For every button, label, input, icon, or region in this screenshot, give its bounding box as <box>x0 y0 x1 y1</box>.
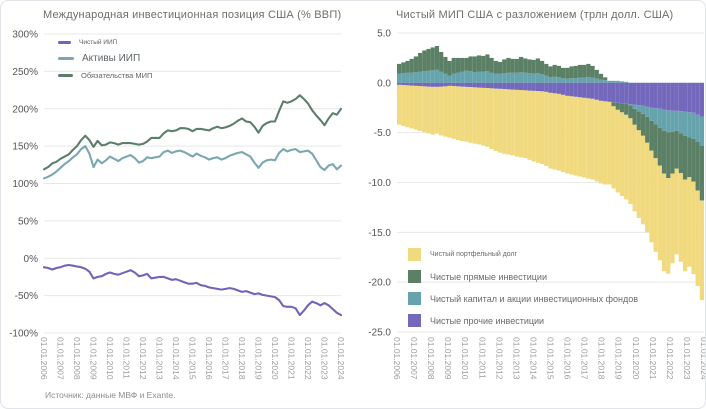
legend-label: Активы ИИП <box>82 53 141 64</box>
svg-text:250%: 250% <box>12 67 38 78</box>
svg-text:01.01.2013: 01.01.2013 <box>511 337 521 380</box>
left-chart-legend: Чистый ИИП Активы ИИП Обязательства МИП <box>58 39 152 80</box>
svg-text:01.01.2006: 01.01.2006 <box>39 337 49 380</box>
svg-text:-100%: -100% <box>9 329 38 340</box>
line-series-1 <box>42 145 343 180</box>
svg-text:01.01.2013: 01.01.2013 <box>155 337 165 380</box>
legend-item-equity-funds: Чистый капитал и акции инвестиционных фо… <box>408 292 638 305</box>
legend-label: Чистые прочие инвестиции <box>430 315 545 326</box>
svg-text:01.01.2006: 01.01.2006 <box>392 337 402 380</box>
svg-text:01.01.2010: 01.01.2010 <box>105 337 115 380</box>
svg-text:-50%: -50% <box>15 291 38 302</box>
legend-label: Чистый портфельный долг <box>430 251 518 258</box>
svg-text:-20.0: -20.0 <box>368 278 391 289</box>
legend-label: Чистый капитал и акции инвестиционных фо… <box>430 293 638 304</box>
legend-item-mip-liabilities: Обязательства МИП <box>58 71 152 80</box>
svg-text:01.01.2015: 01.01.2015 <box>546 337 556 380</box>
bar-series-1 <box>397 45 704 201</box>
svg-text:01.01.2015: 01.01.2015 <box>188 337 198 380</box>
svg-text:01.01.2024: 01.01.2024 <box>699 337 706 380</box>
right-chart-legend: Чистый портфельный долг Чистые прямые ин… <box>408 248 638 327</box>
svg-text:01.01.2021: 01.01.2021 <box>287 337 297 380</box>
svg-text:300%: 300% <box>12 30 38 41</box>
svg-text:01.01.2020: 01.01.2020 <box>631 337 641 380</box>
line-series-0 <box>42 263 343 317</box>
svg-text:01.01.2010: 01.01.2010 <box>460 337 470 380</box>
mip-liabilities-line-swatch <box>58 74 73 77</box>
svg-text:01.01.2022: 01.01.2022 <box>303 337 313 380</box>
net-iip-line-swatch <box>58 41 71 44</box>
svg-text:5.0: 5.0 <box>377 29 391 40</box>
svg-text:01.01.2023: 01.01.2023 <box>682 337 692 380</box>
svg-text:150%: 150% <box>12 142 38 153</box>
svg-text:01.01.2018: 01.01.2018 <box>237 337 247 380</box>
svg-text:01.01.2021: 01.01.2021 <box>648 337 658 380</box>
legend-label: Обязательства МИП <box>81 71 153 80</box>
svg-text:01.01.2018: 01.01.2018 <box>597 337 607 380</box>
y-tick-labels: 5.0 0.0 -5.0 -10.0 -15.0 -20.0 -25.0 <box>368 29 391 339</box>
equity-funds-swatch <box>408 292 421 305</box>
svg-text:01.01.2012: 01.01.2012 <box>138 337 148 380</box>
svg-text:01.01.2016: 01.01.2016 <box>204 337 214 380</box>
svg-text:200%: 200% <box>12 104 38 115</box>
source-note: Источник: данные МВФ и Exante. <box>45 390 176 400</box>
svg-text:0%: 0% <box>24 254 39 265</box>
svg-text:01.01.2019: 01.01.2019 <box>254 337 264 380</box>
iip-line-chart-panel: Международная инвестиционная позиция США… <box>1 1 354 408</box>
line-series-2 <box>42 94 343 171</box>
net-mip-stacked-bar-chart: 5.0 0.0 -5.0 -10.0 -15.0 -20.0 -25.001.01.2006… <box>368 29 706 380</box>
svg-text:-25.0: -25.0 <box>368 328 391 339</box>
bar-series-2 <box>397 69 704 146</box>
svg-text:01.01.2012: 01.01.2012 <box>494 337 504 380</box>
svg-text:-10.0: -10.0 <box>368 178 391 189</box>
legend-item-direct-investment: Чистые прямые инвестиции <box>408 270 638 283</box>
svg-text:01.01.2007: 01.01.2007 <box>409 337 419 380</box>
svg-text:-5.0: -5.0 <box>374 128 392 139</box>
svg-text:50%: 50% <box>18 216 38 227</box>
legend-item-portfolio-debt: Чистый портфельный долг <box>408 248 638 261</box>
bar-series-3 <box>397 82 704 117</box>
bar-series-0 <box>397 84 704 301</box>
svg-text:01.01.2009: 01.01.2009 <box>443 337 453 380</box>
svg-text:01.01.2007: 01.01.2007 <box>56 337 66 380</box>
svg-text:01.01.2019: 01.01.2019 <box>614 337 624 380</box>
legend-item-other-investment: Чистые прочие инвестиции <box>408 314 638 327</box>
other-investment-swatch <box>408 314 421 327</box>
y-tick-labels: 300% 250% 200% 150% 100% 50% 0% -50% -100% <box>9 30 38 340</box>
y-gridlines <box>44 33 341 334</box>
svg-text:01.01.2016: 01.01.2016 <box>563 337 573 380</box>
x-tick-labels: 01.01.2006 01.01.2007 01.01.2008 01.01.2009… <box>392 337 706 380</box>
x-tick-labels: 01.01.2006 01.01.2007 01.01.2008 01.01.2009… <box>39 337 346 380</box>
iip-line-chart: 300%250%200%150%100%50%0%-50%-100%01.01.… <box>9 30 346 380</box>
svg-text:0.0: 0.0 <box>377 78 391 89</box>
svg-text:01.01.2023: 01.01.2023 <box>320 337 330 380</box>
legend-label: Чистые прямые инвестиции <box>430 271 547 282</box>
svg-text:01.01.2020: 01.01.2020 <box>270 337 280 380</box>
legend-label: Чистый ИИП <box>79 39 118 46</box>
portfolio-debt-swatch <box>408 248 421 261</box>
iip-assets-line-swatch <box>58 57 74 60</box>
net-mip-stacked-bar-panel: Чистый МИП США с разложением (трлн долл.… <box>354 1 706 408</box>
legend-item-net-iip: Чистый ИИП <box>58 39 152 46</box>
svg-text:01.01.2014: 01.01.2014 <box>171 337 181 380</box>
svg-text:01.01.2008: 01.01.2008 <box>426 337 436 380</box>
svg-text:01.01.2022: 01.01.2022 <box>665 337 675 380</box>
left-chart-title: Международная инвестиционная позиция США… <box>43 9 342 21</box>
svg-text:01.01.2017: 01.01.2017 <box>221 337 231 380</box>
svg-text:01.01.2014: 01.01.2014 <box>528 337 538 380</box>
svg-text:01.01.2009: 01.01.2009 <box>89 337 99 380</box>
svg-text:100%: 100% <box>12 179 38 190</box>
direct-investment-swatch <box>408 270 421 283</box>
svg-text:-15.0: -15.0 <box>368 228 391 239</box>
svg-text:01.01.2008: 01.01.2008 <box>72 337 82 380</box>
right-chart-title: Чистый МИП США с разложением (трлн долл.… <box>396 9 674 21</box>
svg-text:01.01.2024: 01.01.2024 <box>336 337 346 380</box>
svg-text:01.01.2011: 01.01.2011 <box>477 337 487 379</box>
legend-item-iip-assets: Активы ИИП <box>58 53 152 64</box>
svg-text:01.01.2017: 01.01.2017 <box>580 337 590 380</box>
svg-text:01.01.2011: 01.01.2011 <box>122 337 132 379</box>
